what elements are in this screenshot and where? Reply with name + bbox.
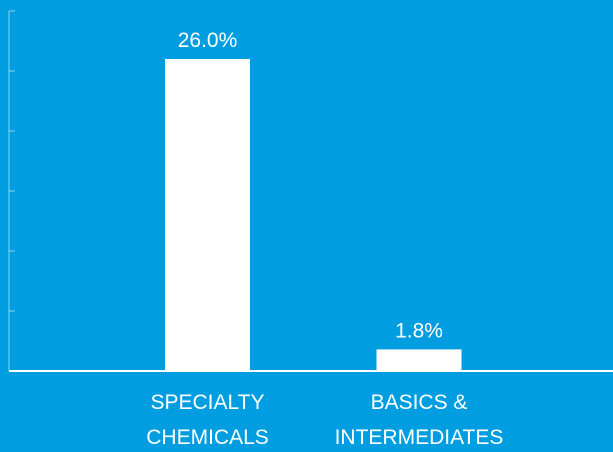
data-label-0: 26.0% (178, 29, 238, 52)
bar-layer (165, 59, 462, 371)
category-label-0-line-0: SPECIALTY (151, 391, 265, 414)
category-label-0-line-1: CHEMICALS (146, 426, 269, 449)
category-label-1-line-0: BASICS & (371, 391, 468, 414)
data-label-1: 1.8% (395, 319, 443, 342)
label-layer: 26.0% SPECIALTY CHEMICALS 1.8% BASICS & INTER… (146, 29, 503, 449)
axis-layer (8, 10, 613, 372)
bar-1 (376, 349, 462, 371)
bar-0 (165, 59, 250, 371)
category-label-1-line-1: INTERMEDIATES (335, 426, 504, 449)
